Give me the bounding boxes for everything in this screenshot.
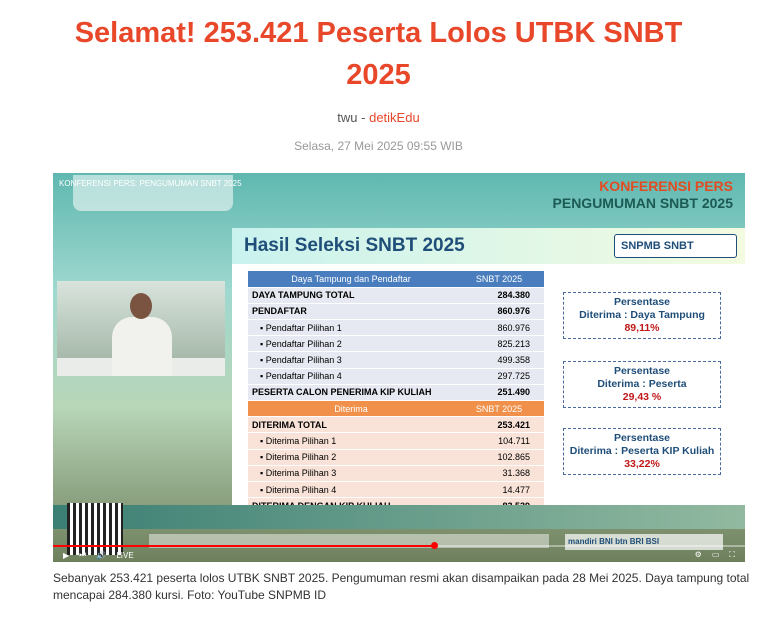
subtitles-icon[interactable]: ▭ [711,550,720,559]
table-header: Daya Tampung dan Pendaftar SNBT 2025 [248,271,544,288]
row-label: ▪ Pendaftar Pilihan 1 [248,319,454,337]
row-label: ▪ Pendaftar Pilihan 3 [248,351,454,369]
percent-box-participants: Persentase Diterima : Peserta 29,43 % [563,361,721,408]
row-value: 499.358 [454,351,544,369]
video-title[interactable]: KONFERENSI PERS: PENGUMUMAN SNBT 2025 [59,179,242,188]
table-row: DAYA TAMPUNG TOTAL 284.380 [248,287,544,304]
publish-date: Selasa, 27 Mei 2025 09:55 WIB [294,139,463,153]
speaker [112,293,172,376]
speaker-camera [57,281,225,376]
row-value: 860.976 [454,319,544,337]
live-label[interactable]: LIVE [116,550,134,560]
next-icon[interactable]: ⏭ [79,550,87,559]
row-label: PENDAFTAR [248,303,454,321]
row-value: 297.725 [454,368,544,385]
row-label: ▪ Pendaftar Pilihan 4 [248,368,454,385]
table-row: ▪ Pendaftar Pilihan 3 499.358 [248,351,544,369]
table-row: ▪ Pendaftar Pilihan 2 825.213 [248,335,544,353]
row-label: ▪ Pendaftar Pilihan 2 [248,335,454,353]
article-title: Selamat! 253.421 Peserta Lolos UTBK SNBT… [74,17,683,91]
table-row: PESERTA CALON PENERIMA KIP KULIAH 251.490 [248,384,544,402]
settings-icon[interactable]: ⚙ [694,550,702,559]
header-cell: SNBT 2025 [454,271,544,288]
header-cell: Daya Tampung dan Pendaftar [248,271,454,288]
banner-line2: PENGUMUMAN SNBT 2025 [552,195,733,211]
header-cell: Diterima [248,400,454,418]
table-row: ▪ Diterima Pilihan 2 102.865 [248,449,544,466]
social-contacts-bar [149,534,549,548]
byline-separator: - [357,110,370,125]
byline: twu - detikEdu [0,110,757,125]
row-value: 14.477 [454,481,544,499]
row-label: PESERTA CALON PENERIMA KIP KULIAH [248,384,454,402]
snpmb-logo-card [73,175,233,211]
slide-title: Hasil Seleksi SNBT 2025 [244,235,465,256]
progress-handle[interactable] [430,542,438,549]
table-row: ▪ Pendaftar Pilihan 4 297.725 [248,368,544,385]
video-player[interactable]: KONFERENSI PERS: PENGUMUMAN SNBT 2025 KO… [53,173,745,562]
row-label: ▪ Diterima Pilihan 2 [248,449,454,466]
source-link[interactable]: detikEdu [369,110,420,125]
qr-code [67,503,123,555]
percent-box-capacity: Persentase Diterima : Daya Tampung 89,11% [563,292,721,339]
image-caption: Sebanyak 253.421 peserta lolos UTBK SNBT… [53,571,750,602]
row-value: 251.490 [454,384,544,402]
row-label: DAYA TAMPUNG TOTAL [248,287,454,304]
table-row: ▪ Pendaftar Pilihan 1 860.976 [248,319,544,337]
slide: Hasil Seleksi SNBT 2025 SNPMB SNBT Daya … [232,228,745,518]
table-row: DITERIMA TOTAL 253.421 [248,416,544,434]
row-value: 825.213 [454,335,544,353]
progress-bar[interactable] [53,542,745,549]
row-value: 860.976 [454,303,544,321]
row-label: DITERIMA TOTAL [248,416,454,434]
row-value: 104.711 [454,432,544,450]
percent-box-kip: Persentase Diterima : Peserta KIP Kuliah 3… [563,428,721,475]
row-label: ▪ Diterima Pilihan 3 [248,465,454,482]
snpmb-logo: SNPMB SNBT [614,234,737,258]
row-value: 31.368 [454,465,544,482]
banner-line1: KONFERENSI PERS [599,178,733,194]
table-row: PENDAFTAR 860.976 [248,303,544,321]
table-row: ▪ Diterima Pilihan 3 31.368 [248,465,544,482]
row-value: 102.865 [454,449,544,466]
table-row: ▪ Diterima Pilihan 1 104.711 [248,432,544,450]
row-value: 253.421 [454,416,544,434]
header-cell: SNBT 2025 [454,400,544,418]
fullscreen-icon[interactable]: ⛶ [729,550,735,559]
bank-logos: mandiri BNI btn BRI BSI [565,534,723,550]
play-icon[interactable]: ▶ [63,550,70,560]
row-label: ▪ Diterima Pilihan 4 [248,481,454,499]
table-row: ▪ Diterima Pilihan 4 14.477 [248,481,544,499]
video-controls: ▶ ⏭ 🔊 LIVE ⚙ ▭ ⛶ [63,550,735,560]
results-table: Daya Tampung dan Pendaftar SNBT 2025 DAYA … [248,271,544,515]
volume-icon[interactable]: 🔊 [96,550,107,560]
row-label: ▪ Diterima Pilihan 1 [248,432,454,450]
table-header: Diterima SNBT 2025 [248,400,544,418]
slide-footer [53,505,745,529]
author: twu [337,110,358,125]
row-value: 284.380 [454,287,544,304]
